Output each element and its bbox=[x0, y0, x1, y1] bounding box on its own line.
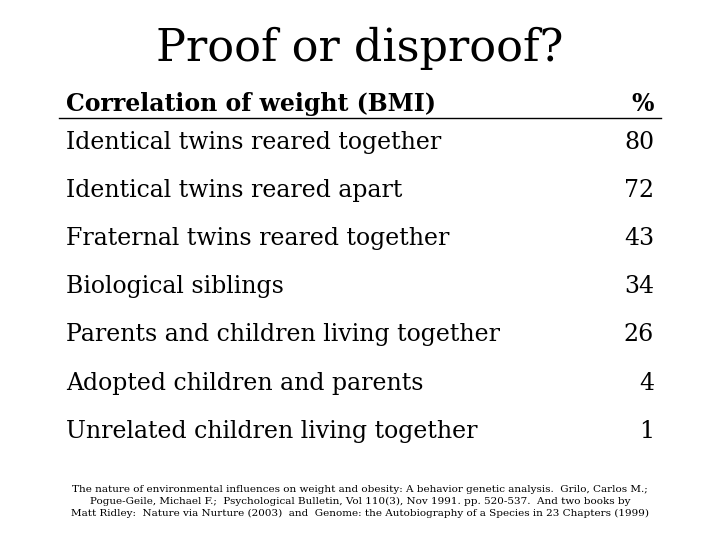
Text: 34: 34 bbox=[624, 275, 654, 299]
Text: 80: 80 bbox=[624, 131, 654, 154]
Text: 72: 72 bbox=[624, 179, 654, 202]
Text: Proof or disproof?: Proof or disproof? bbox=[156, 27, 564, 70]
Text: Unrelated children living together: Unrelated children living together bbox=[66, 420, 477, 443]
Text: %: % bbox=[631, 92, 654, 116]
Text: Biological siblings: Biological siblings bbox=[66, 275, 284, 299]
Text: 4: 4 bbox=[639, 372, 654, 395]
Text: Identical twins reared apart: Identical twins reared apart bbox=[66, 179, 402, 202]
Text: Fraternal twins reared together: Fraternal twins reared together bbox=[66, 227, 449, 251]
Text: 43: 43 bbox=[624, 227, 654, 251]
Text: The nature of environmental influences on weight and obesity: A behavior genetic: The nature of environmental influences o… bbox=[71, 485, 649, 518]
Text: 26: 26 bbox=[624, 323, 654, 347]
Text: Parents and children living together: Parents and children living together bbox=[66, 323, 500, 347]
Text: Adopted children and parents: Adopted children and parents bbox=[66, 372, 423, 395]
Text: 1: 1 bbox=[639, 420, 654, 443]
Text: Identical twins reared together: Identical twins reared together bbox=[66, 131, 441, 154]
Text: Correlation of weight (BMI): Correlation of weight (BMI) bbox=[66, 92, 436, 116]
